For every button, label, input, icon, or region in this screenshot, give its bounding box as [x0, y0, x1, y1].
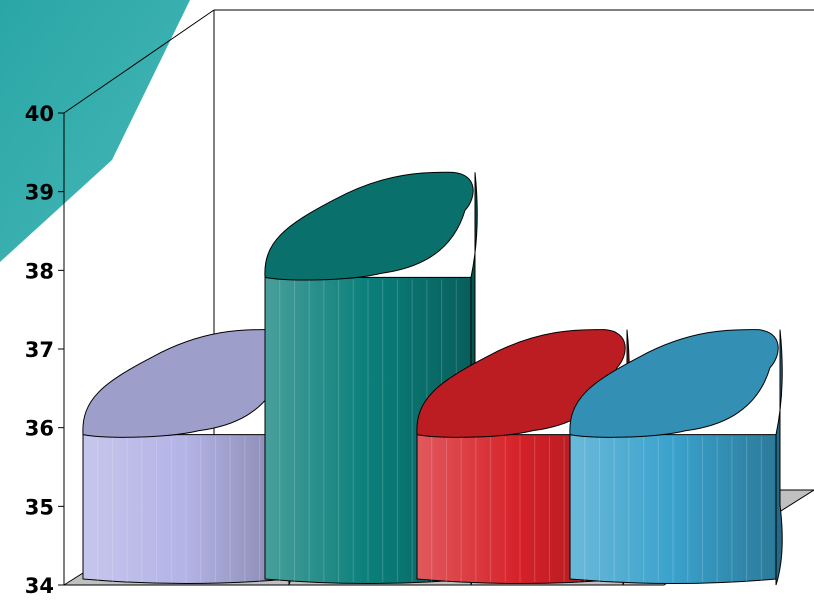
y-axis: 34 35 36 37 38 39 40: [25, 102, 64, 598]
bars: [82, 171, 783, 586]
y-tick-label: 34: [25, 574, 54, 598]
y-tick-label: 39: [25, 181, 54, 205]
bar-top-cap: [82, 329, 292, 438]
y-tick-label: 37: [25, 338, 54, 362]
y-tick-label: 38: [25, 259, 54, 283]
y-tick-label: 35: [25, 495, 54, 519]
bar-cylinder: [82, 329, 296, 586]
y-tick-label: 40: [25, 102, 54, 126]
bar-top-cap: [264, 171, 474, 281]
side-wall-top-edge: [63, 9, 215, 114]
bar-side-face: [775, 329, 783, 586]
slide-accent-shape: [0, 0, 190, 262]
bar-front-face: [569, 434, 777, 584]
bar-top-cap: [569, 329, 779, 438]
bar-cylinder: [569, 329, 783, 586]
y-tick-label: 36: [25, 417, 54, 441]
